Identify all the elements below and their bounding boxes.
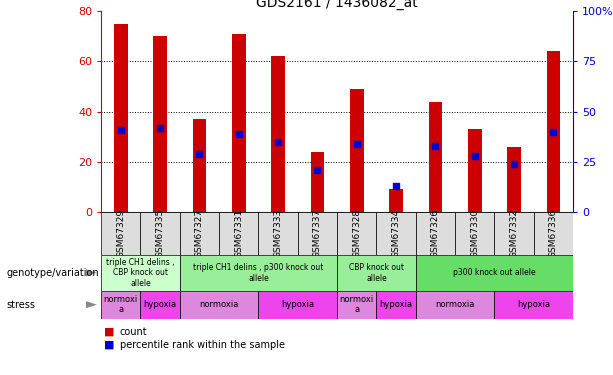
Bar (416, 291, 495, 319)
Text: triple CH1 delins , p300 knock out
allele: triple CH1 delins , p300 knock out allel… (193, 263, 324, 282)
Point (391, 183, 401, 189)
Bar (259, 212, 298, 255)
Text: CBP knock out
allele: CBP knock out allele (349, 263, 404, 282)
Point (313, 167, 322, 173)
Text: stress: stress (6, 300, 35, 310)
Bar (428, 102, 443, 212)
Point (509, 161, 519, 167)
Bar (101, 255, 180, 291)
Text: normoxi
a: normoxi a (340, 295, 374, 314)
Bar (180, 291, 259, 319)
Text: GSM67334: GSM67334 (392, 209, 401, 258)
Text: GSM67330: GSM67330 (470, 209, 479, 258)
Text: GSM67335: GSM67335 (156, 209, 165, 258)
Text: GSM67332: GSM67332 (509, 209, 519, 258)
Text: ■: ■ (104, 340, 115, 350)
Bar (153, 36, 167, 212)
Bar (337, 212, 376, 255)
Text: normoxia: normoxia (435, 300, 475, 309)
Text: GSM67333: GSM67333 (273, 209, 283, 258)
Bar (495, 291, 573, 319)
Text: hypoxia: hypoxia (281, 300, 314, 309)
Text: hypoxia: hypoxia (379, 300, 413, 309)
Bar (508, 147, 521, 212)
Title: GDS2161 / 1436082_at: GDS2161 / 1436082_at (256, 0, 418, 10)
Text: triple CH1 delins ,
CBP knock out
allele: triple CH1 delins , CBP knock out allele (106, 258, 175, 288)
Text: GSM67329: GSM67329 (116, 209, 125, 258)
Bar (547, 51, 560, 212)
Bar (114, 24, 128, 212)
Bar (140, 212, 180, 255)
Text: GSM67337: GSM67337 (313, 209, 322, 258)
Text: GSM67331: GSM67331 (234, 209, 243, 258)
Bar (389, 189, 403, 212)
Text: p300 knock out allele: p300 knock out allele (453, 268, 536, 278)
Bar (337, 291, 376, 319)
Text: GSM67327: GSM67327 (195, 209, 204, 258)
Bar (180, 255, 337, 291)
Text: GSM67328: GSM67328 (352, 209, 361, 258)
Bar (101, 291, 140, 319)
Bar (259, 291, 337, 319)
Point (234, 130, 244, 136)
Bar (272, 56, 285, 212)
Bar (192, 119, 207, 212)
Bar (416, 212, 455, 255)
Text: hypoxia: hypoxia (143, 300, 177, 309)
Bar (219, 212, 259, 255)
Bar (468, 129, 482, 212)
Text: normoxi
a: normoxi a (104, 295, 138, 314)
Bar (140, 291, 180, 319)
Bar (180, 212, 219, 255)
Point (352, 141, 362, 147)
Text: normoxia: normoxia (199, 300, 239, 309)
Point (549, 129, 558, 135)
Point (470, 153, 480, 159)
Text: hypoxia: hypoxia (517, 300, 550, 309)
Bar (376, 291, 416, 319)
Point (116, 127, 126, 133)
Bar (101, 212, 140, 255)
Text: GSM67336: GSM67336 (549, 209, 558, 258)
Text: count: count (120, 327, 147, 337)
Bar (376, 212, 416, 255)
Bar (350, 89, 364, 212)
Bar (534, 212, 573, 255)
Text: ■: ■ (104, 327, 115, 337)
Polygon shape (86, 269, 97, 276)
Text: GSM67326: GSM67326 (431, 209, 440, 258)
Polygon shape (86, 301, 97, 308)
Text: genotype/variation: genotype/variation (6, 268, 99, 278)
Text: percentile rank within the sample: percentile rank within the sample (120, 340, 284, 350)
Bar (416, 255, 573, 291)
Bar (311, 152, 324, 212)
Point (155, 124, 165, 130)
Bar (455, 212, 495, 255)
Bar (298, 212, 337, 255)
Point (194, 151, 204, 157)
Bar (495, 212, 534, 255)
Point (273, 139, 283, 145)
Bar (337, 255, 416, 291)
Point (430, 142, 440, 148)
Bar (232, 34, 246, 212)
